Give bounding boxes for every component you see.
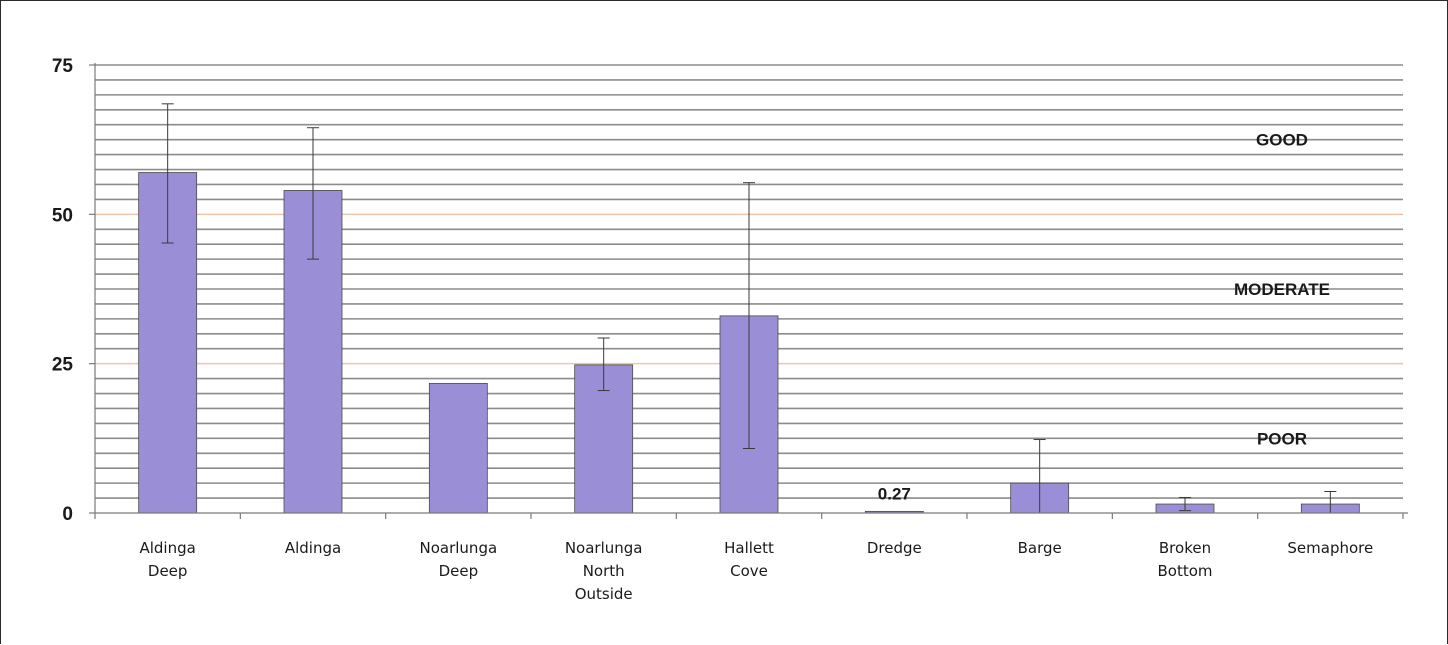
x-tick-label: Aldinga: [285, 539, 341, 557]
x-tick-label: Noarlunga: [565, 539, 643, 557]
x-tick-label: Bottom: [1157, 562, 1212, 580]
x-tick-label: North: [583, 562, 625, 580]
data-labels: 0.27: [878, 484, 911, 503]
zone-labels: GOOD MODERATE POOR: [1234, 131, 1330, 449]
data-label: 0.27: [878, 484, 911, 503]
x-tick-labels: Aldinga Deep Aldinga Noarlunga Deep Noarlunga…: [139, 539, 1373, 603]
x-tick-label: Dredge: [867, 539, 922, 557]
y-tick-label: 75: [52, 56, 74, 77]
zone-label: MODERATE: [1234, 280, 1330, 299]
y-tick-labels: 0 25 50 75: [52, 56, 74, 525]
zone-label: POOR: [1257, 429, 1307, 448]
x-tick-label: Broken: [1159, 539, 1211, 557]
axes: [89, 63, 1408, 519]
zone-label: GOOD: [1256, 131, 1308, 150]
y-tick-label: 0: [62, 504, 73, 525]
x-tick-label: Semaphore: [1287, 539, 1373, 557]
x-tick-label: Outside: [575, 585, 633, 603]
x-tick-label: Deep: [439, 562, 479, 580]
y-tick-label: 25: [52, 355, 74, 376]
y-tick-label: 50: [52, 205, 73, 226]
x-tick-label: Hallett: [724, 539, 774, 557]
x-tick-label: Barge: [1018, 539, 1062, 557]
x-tick-label: Noarlunga: [420, 539, 498, 557]
x-tick-label: Cove: [730, 562, 768, 580]
x-tick-label: Deep: [148, 562, 188, 580]
x-tick-label: Aldinga: [139, 539, 195, 557]
bar: [428, 382, 488, 514]
